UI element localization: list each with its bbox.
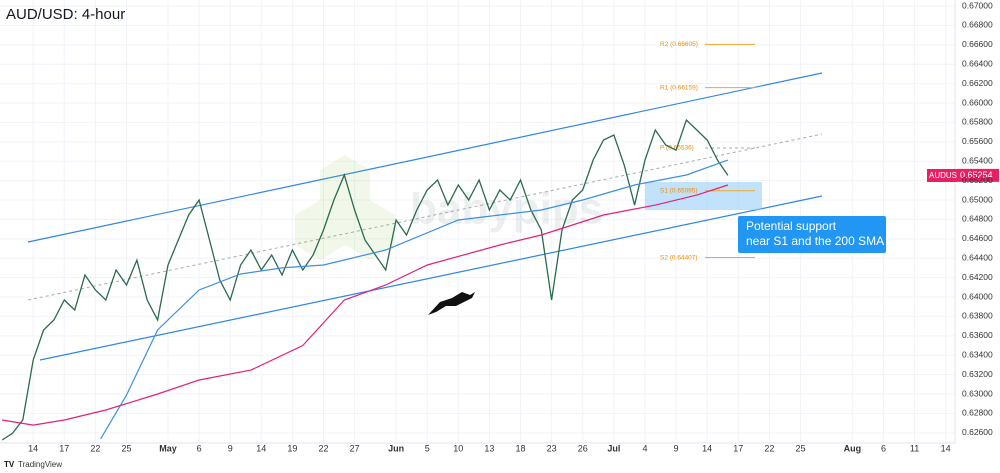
x-tick-label: 23 <box>547 443 557 453</box>
y-tick-label: 0.66600 <box>962 39 993 49</box>
channel-upper <box>27 72 823 243</box>
x-tick-label: 18 <box>516 443 526 453</box>
x-tick-label: 17 <box>733 443 743 453</box>
x-tick-label: Jul <box>607 443 620 453</box>
x-tick-label: 13 <box>484 443 494 453</box>
y-tick-label: 0.63000 <box>962 388 993 398</box>
footer: TradingView <box>18 460 62 469</box>
footer-logo: TV <box>4 460 15 469</box>
pivot-label: S1 (0.65095) <box>660 188 698 195</box>
x-tick-label: 4 <box>642 443 647 453</box>
watermark-logo <box>320 155 370 215</box>
symbol-tag <box>927 169 957 182</box>
y-tick-label: 0.64400 <box>962 252 993 262</box>
y-tick-label: 0.65200 <box>962 175 993 185</box>
x-tick-label: 9 <box>674 443 679 453</box>
x-tick-label: 22 <box>90 443 100 453</box>
x-tick-label: 22 <box>319 443 329 453</box>
x-tick-label: 25 <box>795 443 805 453</box>
bull-icon <box>428 292 475 315</box>
x-tick-label: Aug <box>844 443 862 453</box>
series-line <box>2 184 729 426</box>
annotation: Potential support near S1 and the 200 SMA <box>746 219 884 248</box>
y-tick-label: 0.64000 <box>962 291 993 301</box>
watermark-logo <box>295 200 345 260</box>
y-tick-label: 0.63600 <box>962 330 993 340</box>
x-tick-label: 6 <box>197 443 202 453</box>
y-tick-label: 0.66200 <box>962 78 993 88</box>
y-tick-label: 0.66800 <box>962 20 993 30</box>
pivot-label: S2 (0.64407) <box>660 254 698 261</box>
y-tick-label: 0.65600 <box>962 136 993 146</box>
x-tick-label: 6 <box>881 443 886 453</box>
y-tick-label: 0.64200 <box>962 272 993 282</box>
x-tick-label: 5 <box>425 443 430 453</box>
x-tick-label: 27 <box>350 443 360 453</box>
y-tick-label: 0.64600 <box>962 233 993 243</box>
x-tick-label: Jun <box>388 443 404 453</box>
x-tick-label: 14 <box>28 443 38 453</box>
annotation-box <box>738 216 886 253</box>
channel-lower <box>39 195 823 361</box>
y-tick-label: 0.67000 <box>962 0 993 10</box>
series-line <box>100 159 729 440</box>
symbol: AUDUSD <box>929 171 963 180</box>
x-tick-label: 14 <box>256 443 266 453</box>
x-tick-label: 10 <box>453 443 463 453</box>
support-zone <box>645 182 762 210</box>
y-tick-label: 0.63200 <box>962 369 993 379</box>
x-tick-label: 25 <box>121 443 131 453</box>
x-tick-label: 26 <box>578 443 588 453</box>
y-tick-label: 0.65000 <box>962 194 993 204</box>
x-tick-label: 14 <box>941 443 951 453</box>
price-tag <box>957 168 999 182</box>
x-tick-label: 17 <box>59 443 69 453</box>
y-tick-label: 0.63400 <box>962 349 993 359</box>
x-tick-label: May <box>159 443 177 453</box>
series-line <box>1 118 729 441</box>
x-tick-label: 9 <box>228 443 233 453</box>
pivot-label: R1 (0.66159) <box>660 84 698 91</box>
chart-title: AUD/USD: 4-hour <box>6 6 125 23</box>
last-price: 0.65254 <box>960 170 993 180</box>
y-tick-label: 0.66400 <box>962 58 993 68</box>
watermark: babypips <box>410 185 603 234</box>
y-tick-label: 0.65800 <box>962 117 993 127</box>
y-tick-label: 0.66000 <box>962 97 993 107</box>
x-tick-label: 11 <box>910 443 919 453</box>
x-tick-label: 14 <box>702 443 712 453</box>
watermark-logo <box>345 200 395 260</box>
pivot-label: R2 (0.66605) <box>660 41 698 48</box>
y-tick-label: 0.62800 <box>962 408 993 418</box>
y-tick-label: 0.62600 <box>962 427 993 437</box>
y-tick-label: 0.64800 <box>962 214 993 224</box>
y-tick-label: 0.65400 <box>962 155 993 165</box>
plot: R2 (0.66605)R1 (0.66159)P (0.65536)S1 (0… <box>1 41 755 441</box>
x-tick-label: 22 <box>764 443 774 453</box>
x-tick-label: 19 <box>287 443 297 453</box>
y-tick-label: 0.63800 <box>962 311 993 321</box>
